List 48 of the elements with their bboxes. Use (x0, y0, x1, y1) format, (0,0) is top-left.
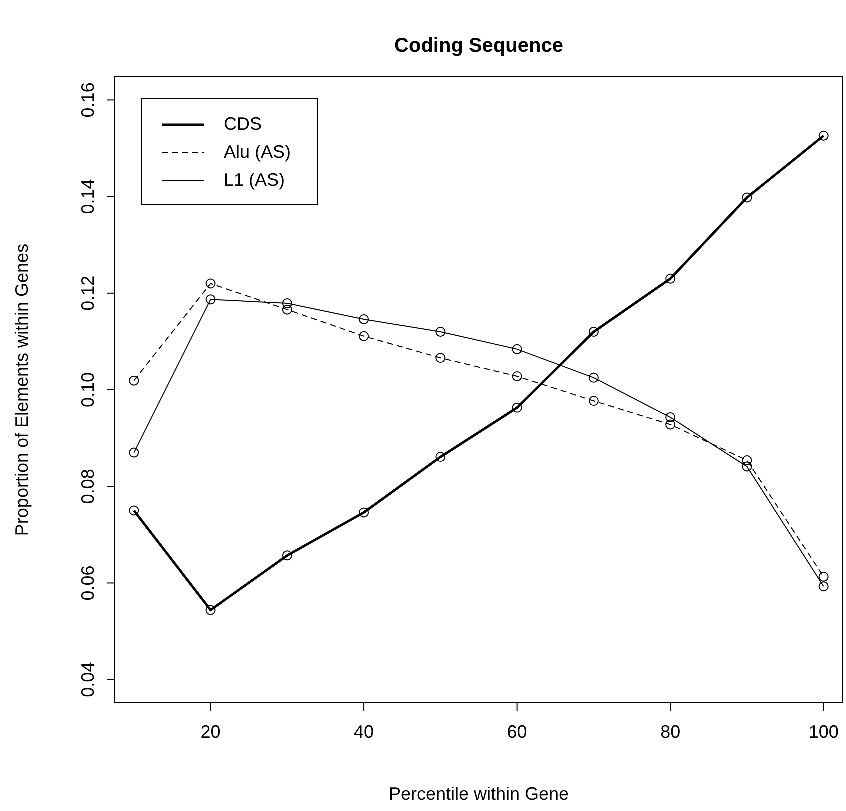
point (512, 402, 522, 413)
legend-label: Alu (AS) (224, 142, 292, 162)
point (129, 506, 140, 516)
y-tick-label: 0.16 (78, 82, 98, 118)
y-tick-label: 0.14 (78, 179, 98, 214)
x-tick-label: 100 (808, 722, 839, 742)
x-tick-label: 60 (507, 722, 528, 742)
point (129, 448, 140, 458)
point (666, 274, 676, 284)
y-tick-label: 0.04 (78, 662, 98, 698)
point (512, 344, 522, 354)
point (588, 396, 599, 406)
point (436, 327, 446, 338)
point (818, 582, 829, 592)
point (359, 508, 370, 518)
point (206, 278, 216, 289)
y-axis-title: Proportion of Elements within Genes (12, 244, 32, 536)
point (206, 294, 216, 305)
point (206, 605, 216, 616)
y-tick-label: 0.08 (78, 469, 98, 504)
point (436, 452, 446, 462)
point (282, 304, 292, 315)
legend-label: L1 (AS) (224, 170, 286, 190)
point (588, 327, 599, 338)
point (742, 456, 752, 466)
legend-label: CDS (224, 114, 262, 134)
point (666, 420, 676, 430)
point (282, 550, 292, 561)
point (588, 372, 599, 383)
chart-title: Coding Sequence (394, 35, 564, 57)
point (742, 192, 752, 203)
y-tick-label: 0.12 (78, 276, 98, 311)
point (129, 376, 140, 386)
x-tick-label: 20 (200, 722, 221, 742)
y-tick-label: 0.10 (78, 372, 98, 408)
point (436, 353, 446, 364)
point (359, 331, 370, 342)
point (742, 462, 752, 472)
point (818, 130, 829, 141)
y-tick-label: 0.06 (78, 566, 98, 601)
point (282, 298, 292, 309)
point (666, 412, 676, 423)
point (512, 371, 522, 382)
point (359, 314, 370, 324)
point (818, 572, 829, 582)
x-tick-label: 40 (354, 722, 374, 742)
x-tick-label: 80 (660, 722, 681, 742)
x-axis-title: Percentile within Gene (388, 784, 570, 804)
